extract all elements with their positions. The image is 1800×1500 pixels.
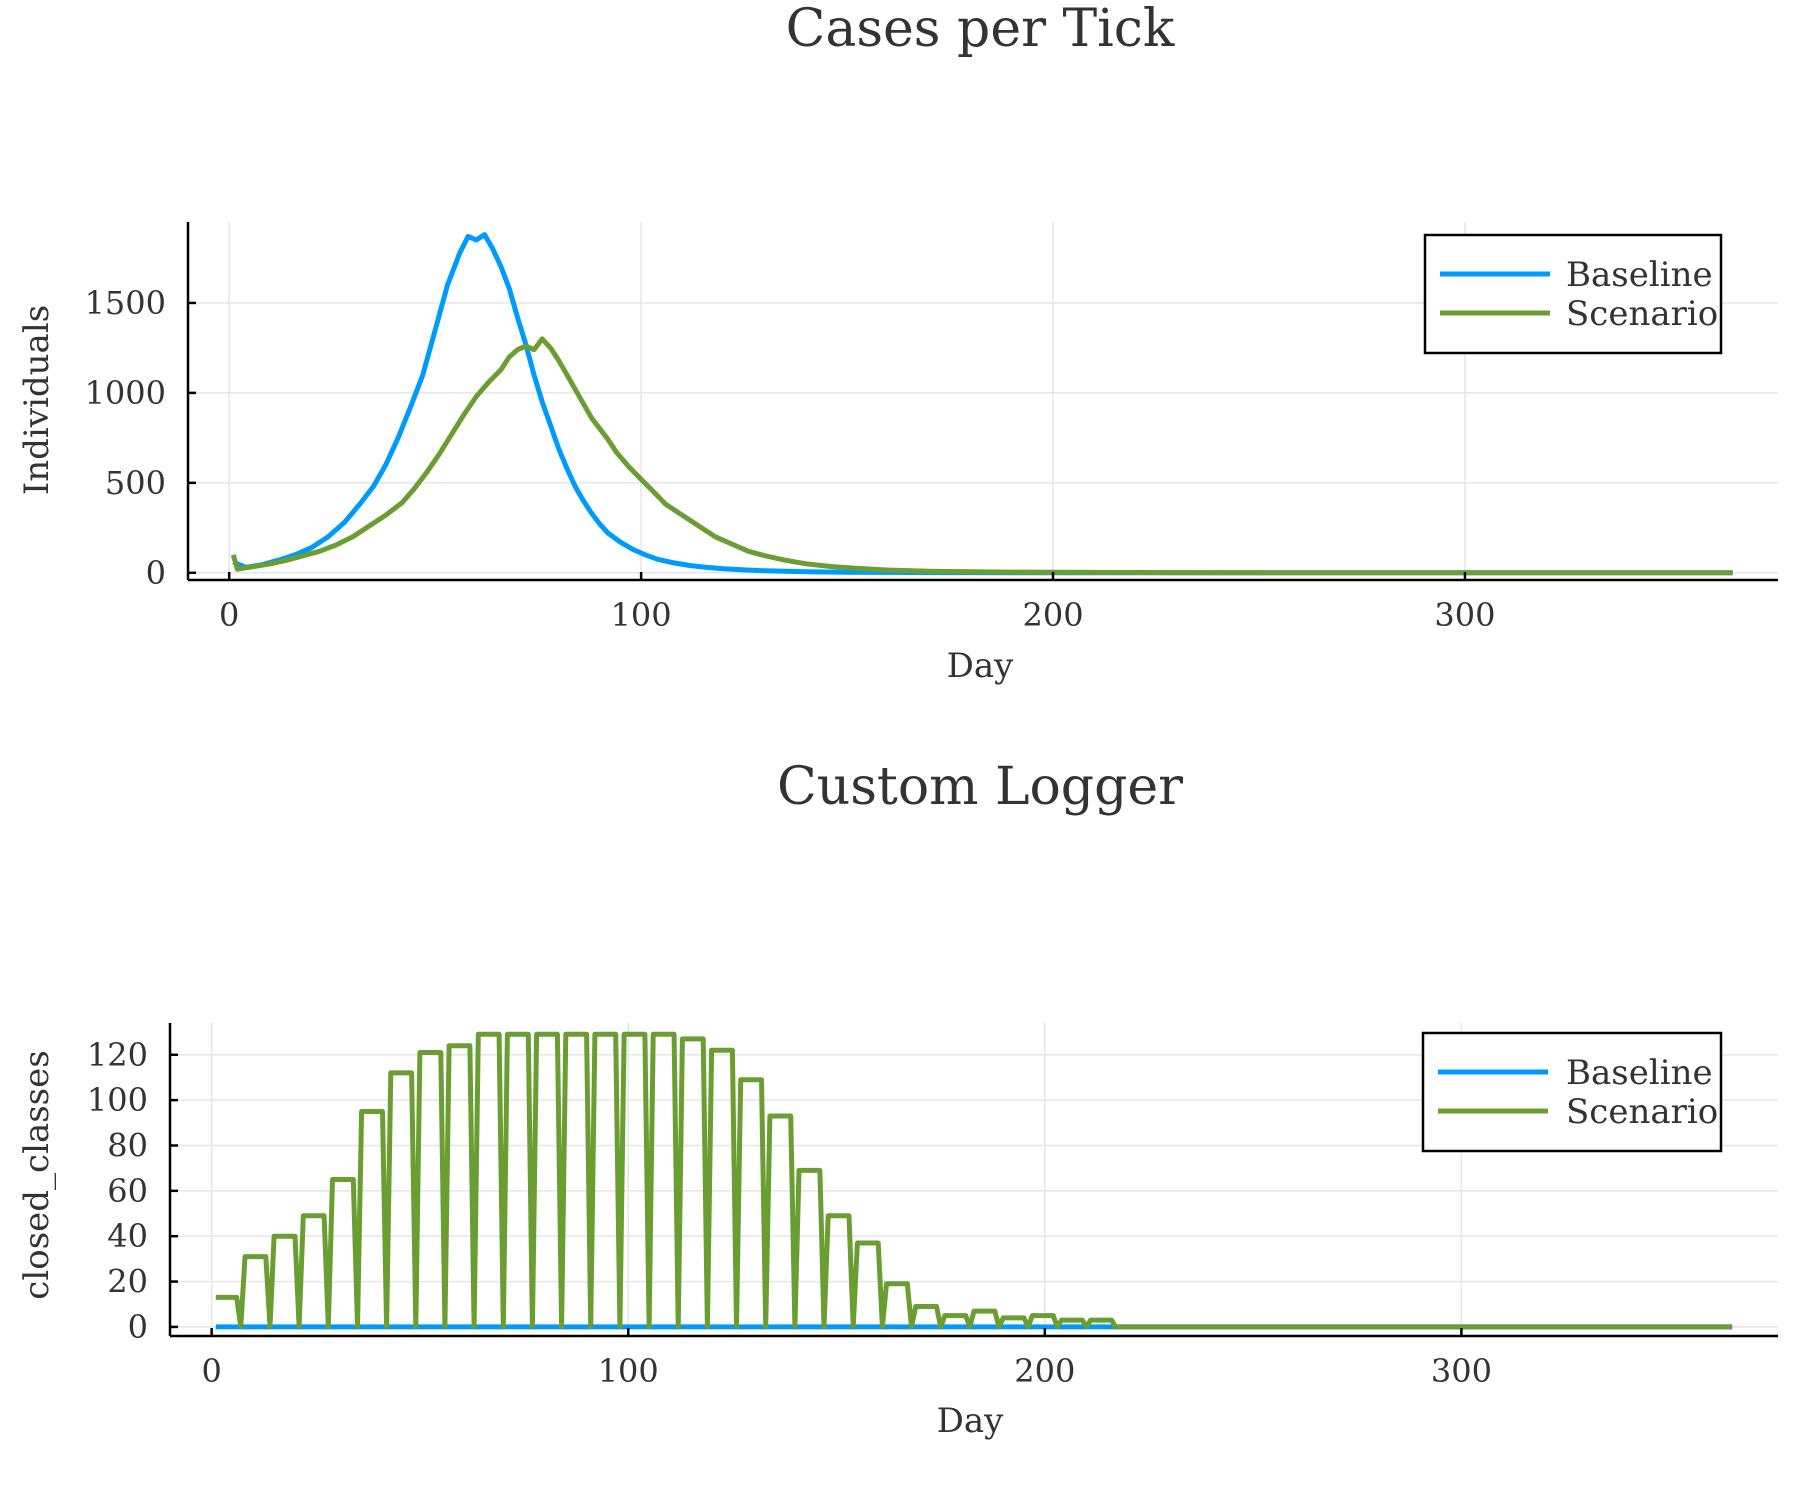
x-axis-label: Day xyxy=(937,1401,1005,1441)
x-tick-label: 300 xyxy=(1431,1352,1492,1390)
series-line-baseline xyxy=(232,232,1733,576)
y-tick-label: 120 xyxy=(87,1036,148,1074)
y-tick-label: 500 xyxy=(105,464,166,502)
series-lines xyxy=(215,1031,1733,1330)
axes xyxy=(186,222,1778,582)
legend-label-baseline: Baseline xyxy=(1566,255,1713,295)
legend-box xyxy=(1423,233,1723,355)
chart-title: Custom Logger xyxy=(777,757,1183,817)
y-tick-label: 60 xyxy=(107,1172,148,1210)
x-tick-label: 0 xyxy=(201,1352,221,1390)
x-tick-label: 100 xyxy=(598,1352,659,1390)
y-axis-label: Individuals xyxy=(17,305,57,495)
legend-label-scenario: Scenario xyxy=(1566,1092,1718,1132)
y-tick-label: 80 xyxy=(107,1126,148,1164)
tick-labels: 0 100 200 300 0 20 40 60 80 100 120 xyxy=(87,1036,1492,1390)
cases-per-tick-panel: Cases per Tick 0 100 200 300 0 500 1000 1500 Da… xyxy=(17,0,1778,686)
series-line-scenario xyxy=(230,336,1733,576)
y-axis-label: closed_classes xyxy=(17,1050,57,1299)
x-tick-label: 300 xyxy=(1434,596,1495,634)
custom-logger-panel: Custom Logger 0 100 200 300020406080100120 … xyxy=(17,757,1778,1441)
x-tick-label: 100 xyxy=(611,596,672,634)
x-tick-label: 200 xyxy=(1014,1352,1075,1390)
x-tick-label: 200 xyxy=(1022,596,1083,634)
tick-labels: 0 100 200 300 0 500 1000 1500 xyxy=(85,284,1496,634)
y-tick-label: 100 xyxy=(87,1081,148,1119)
y-tick-label: 40 xyxy=(107,1217,148,1255)
legend-label-scenario: Scenario xyxy=(1566,294,1718,334)
legend: Baseline Scenario xyxy=(1421,1031,1723,1153)
y-tick-label: 1500 xyxy=(85,284,166,322)
x-axis-label: Day xyxy=(947,646,1015,686)
x-tick-label: 0 xyxy=(219,596,239,634)
axes xyxy=(168,1023,1778,1338)
y-tick-label: 0 xyxy=(128,1308,148,1346)
y-tick-label: 1000 xyxy=(85,374,166,412)
legend-label-baseline: Baseline xyxy=(1566,1053,1713,1093)
chart-title: Cases per Tick xyxy=(786,0,1175,59)
y-tick-label: 0 xyxy=(146,554,166,592)
legend-box xyxy=(1421,1031,1723,1153)
legend: Baseline Scenario xyxy=(1423,233,1723,355)
series-line-scenario xyxy=(215,1031,1733,1330)
series-lines xyxy=(230,232,1733,576)
y-tick-label: 20 xyxy=(107,1263,148,1301)
